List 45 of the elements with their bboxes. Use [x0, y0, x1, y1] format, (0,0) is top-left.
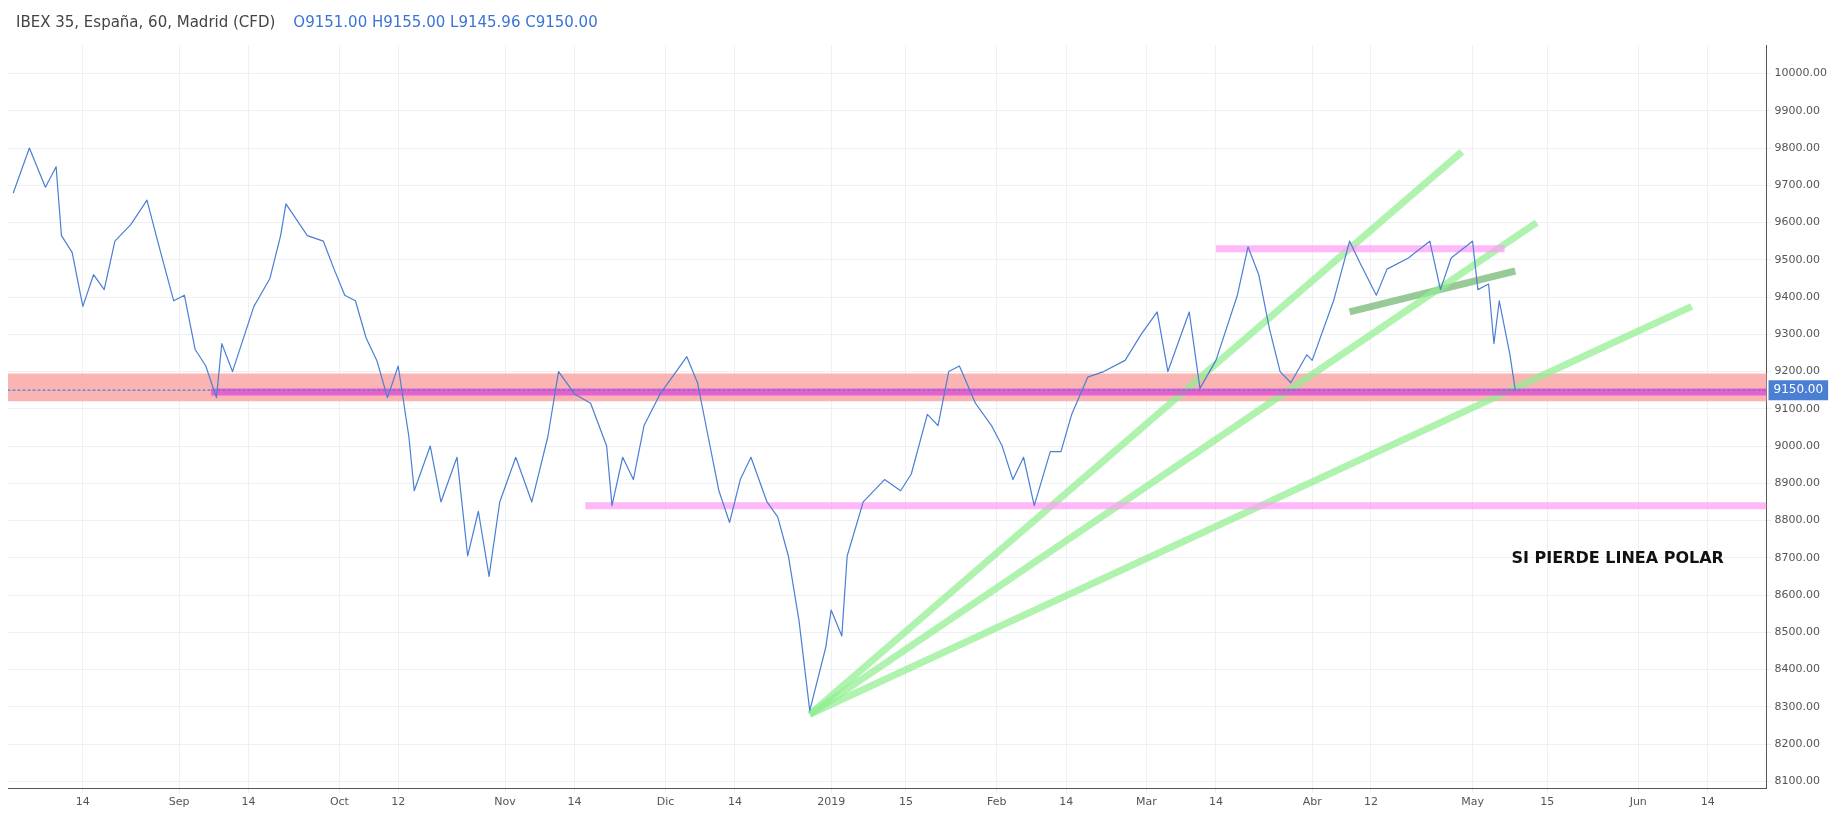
- y-tick-label: 9700.00: [1774, 178, 1821, 192]
- y-tick-label: 9500.00: [1774, 252, 1821, 266]
- x-tick-label: 14: [727, 795, 742, 809]
- x-tick-label: 12: [1363, 795, 1378, 809]
- x-tick-label: 14: [1700, 795, 1715, 809]
- x-tick-label: 15: [1540, 795, 1555, 809]
- x-tick-label: 15: [898, 795, 913, 809]
- x-tick-label: Sep: [168, 795, 190, 809]
- x-tick-label: 14: [567, 795, 582, 809]
- y-tick-label: 8200.00: [1774, 736, 1821, 750]
- y-tick-label: 9000.00: [1774, 438, 1821, 452]
- y-tick-label: 8500.00: [1774, 625, 1821, 639]
- y-tick-label: 8900.00: [1774, 476, 1821, 490]
- y-tick-label: 8800.00: [1774, 513, 1821, 527]
- x-tick-label: Mar: [1136, 795, 1158, 809]
- x-tick-label: Feb: [987, 795, 1007, 809]
- y-tick-label: 9400.00: [1774, 289, 1821, 303]
- x-tick-label: Nov: [494, 795, 517, 809]
- x-tick-label: 14: [1208, 795, 1223, 809]
- y-tick-label: 9900.00: [1774, 103, 1821, 117]
- y-tick-label: 9100.00: [1774, 401, 1821, 415]
- y-tick-label: 9600.00: [1774, 215, 1821, 229]
- text: 9150.00: [1773, 382, 1824, 397]
- y-tick-label: 8600.00: [1774, 587, 1821, 601]
- y-tick-label: 9200.00: [1774, 364, 1821, 378]
- y-tick-label: 10000.00: [1774, 66, 1828, 80]
- x-tick-label: Jun: [1628, 795, 1647, 809]
- y-tick-label: 9300.00: [1774, 327, 1821, 341]
- y-tick-label: 8700.00: [1774, 550, 1821, 564]
- chart-subtitle: O9151.00 H9155.00 L9145.96 C9150.00: [293, 13, 598, 31]
- x-tick-label: Abr: [1302, 795, 1323, 809]
- x-tick-label: 2019: [817, 795, 846, 809]
- x-tick-label: May: [1461, 795, 1485, 809]
- y-tick-label: 8300.00: [1774, 699, 1821, 713]
- x-tick-label: 14: [1059, 795, 1074, 809]
- x-tick-label: 14: [241, 795, 256, 809]
- y-tick-label: 9800.00: [1774, 140, 1821, 154]
- y-tick-label: 8400.00: [1774, 662, 1821, 676]
- x-tick-label: Dic: [656, 795, 675, 809]
- x-tick-label: 12: [391, 795, 406, 809]
- x-tick-label: 14: [75, 795, 90, 809]
- annotation: SI PIERDE LINEA POLAR: [1511, 547, 1724, 567]
- chart-title: IBEX 35, España, 60, Madrid (CFD): [16, 13, 276, 31]
- x-tick-label: Oct: [329, 795, 350, 809]
- y-tick-label: 8100.00: [1774, 774, 1821, 788]
